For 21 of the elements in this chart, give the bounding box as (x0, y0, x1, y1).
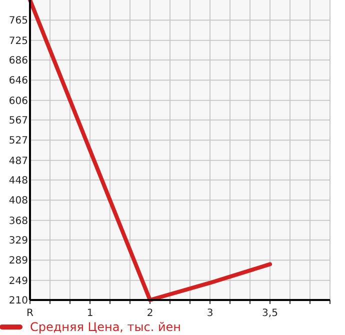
y-tick-label: 448 (8, 176, 28, 186)
y-tick-label: 765 (8, 16, 28, 27)
x-tick-label: R (26, 308, 34, 319)
y-tick-label: 329 (8, 236, 28, 246)
y-tick-label: 527 (8, 136, 28, 147)
y-tick-label: 289 (8, 256, 28, 267)
x-tick-label: 1 (86, 308, 94, 319)
y-tick-label: 725 (8, 36, 28, 47)
y-tick-label: 210 (8, 296, 28, 306)
y-tick-label: 646 (8, 76, 28, 87)
x-tick-label: 2 (146, 308, 154, 319)
y-tick-label: 567 (8, 116, 28, 126)
y-tick-label: 487 (8, 156, 28, 167)
y-tick-label: 606 (8, 96, 28, 107)
x-tick-label: 3 (206, 308, 214, 319)
legend-label: Средняя Цена, тыс. йен (30, 320, 182, 334)
y-tick-label: 408 (8, 196, 28, 207)
x-tick-label: 3,5 (262, 308, 278, 319)
y-tick-label: 249 (8, 276, 28, 287)
y-tick-label: 686 (8, 56, 28, 66)
y-tick-label: 368 (8, 216, 28, 227)
